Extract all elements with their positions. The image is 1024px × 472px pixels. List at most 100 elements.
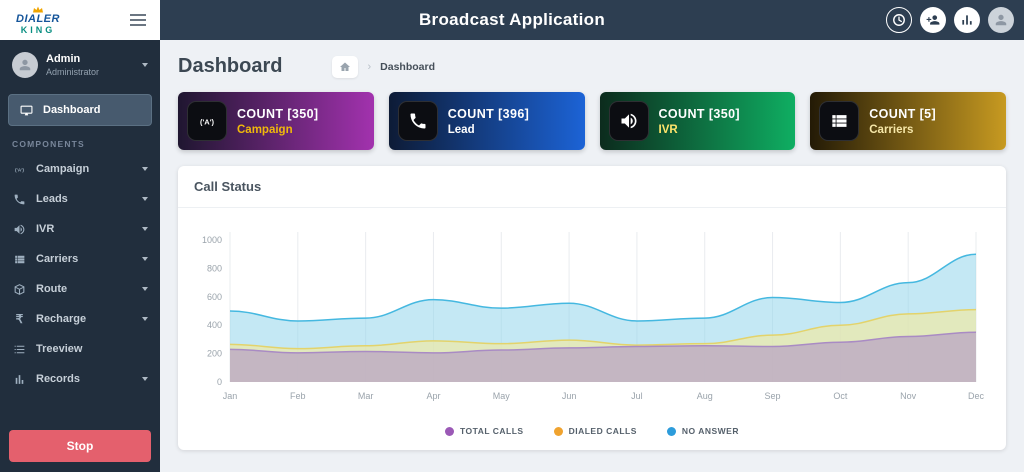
logo[interactable]: DIALER KING bbox=[16, 6, 60, 35]
sidebar-item-ivr[interactable]: IVR bbox=[0, 214, 160, 244]
svg-text:600: 600 bbox=[207, 292, 222, 302]
speaker-icon bbox=[608, 101, 649, 141]
user-role: Administrator bbox=[46, 67, 100, 77]
svg-text:Aug: Aug bbox=[697, 391, 713, 401]
person-icon bbox=[995, 14, 1007, 26]
svg-text:400: 400 bbox=[207, 320, 222, 330]
svg-text:Mar: Mar bbox=[358, 391, 374, 401]
legend-dot-icon bbox=[553, 426, 563, 436]
sidebar-item-label: Carriers bbox=[36, 253, 79, 265]
legend-item-total-calls[interactable]: TOTAL CALLS bbox=[444, 426, 524, 436]
app-title: Broadcast Application bbox=[418, 10, 606, 29]
reports-button[interactable] bbox=[954, 7, 980, 33]
sidebar-item-carriers[interactable]: Carriers bbox=[0, 244, 160, 274]
svg-text:1000: 1000 bbox=[202, 235, 222, 245]
user-menu[interactable]: Admin Administrator bbox=[0, 40, 160, 88]
chart-legend: TOTAL CALLS DIALED CALLS NO ANSWER bbox=[178, 416, 1006, 450]
svg-text:('A'): ('A') bbox=[15, 167, 24, 173]
svg-text:Jul: Jul bbox=[631, 391, 643, 401]
hamburger-icon bbox=[130, 14, 146, 26]
sidebar-item-label: Route bbox=[36, 283, 68, 295]
legend-item-dialed-calls[interactable]: DIALED CALLS bbox=[553, 426, 637, 436]
stat-count: COUNT [350] bbox=[658, 106, 740, 121]
breadcrumb-separator: › bbox=[367, 60, 372, 73]
chevron-down-icon bbox=[142, 197, 148, 201]
phone-icon bbox=[12, 192, 27, 206]
chevron-down-icon bbox=[142, 257, 148, 261]
stat-label: Lead bbox=[447, 123, 475, 136]
logo-line1: DIALER bbox=[16, 12, 60, 25]
breadcrumb: › Dashboard bbox=[332, 55, 435, 78]
svg-text:Oct: Oct bbox=[833, 391, 848, 401]
sidebar-item-label: Records bbox=[36, 373, 81, 385]
stat-count: COUNT [396] bbox=[447, 106, 530, 121]
user-avatar bbox=[12, 52, 38, 78]
stat-card-lead[interactable]: COUNT [396] Lead bbox=[388, 92, 585, 150]
chevron-down-icon bbox=[142, 167, 148, 171]
stat-cards-row: ('A') COUNT [350] Campaign COUNT [396] L… bbox=[178, 92, 1006, 150]
sidebar-item-treeview[interactable]: Treeview bbox=[0, 334, 160, 364]
sidebar-item-route[interactable]: Route bbox=[0, 274, 160, 304]
sidebar-item-label: Treeview bbox=[36, 343, 83, 355]
sidebar-item-leads[interactable]: Leads bbox=[0, 184, 160, 214]
stat-card-ivr[interactable]: COUNT [350] IVR bbox=[599, 92, 796, 150]
crown-icon bbox=[32, 6, 43, 12]
monitor-icon bbox=[19, 103, 34, 117]
stat-count: COUNT [5] bbox=[869, 106, 937, 121]
add-user-button[interactable] bbox=[920, 7, 946, 33]
header-actions bbox=[886, 7, 1014, 33]
records-icon bbox=[12, 372, 27, 386]
sidebar-item-dashboard[interactable]: Dashboard bbox=[8, 94, 152, 126]
sidebar-item-recharge[interactable]: ₹ Recharge bbox=[0, 304, 160, 334]
stop-button[interactable]: Stop bbox=[9, 430, 151, 462]
home-icon bbox=[340, 62, 351, 71]
main-content: Dashboard › Dashboard ('A') COUNT [350] … bbox=[160, 40, 1024, 472]
clock-button[interactable] bbox=[886, 7, 912, 33]
header-logo-area: DIALER KING bbox=[0, 0, 160, 40]
list-icon bbox=[12, 252, 27, 266]
svg-text:800: 800 bbox=[207, 263, 222, 273]
call-status-chart: 0 200 400 600 800 1000 Jan Feb Mar Apr May Jun Jul Au… bbox=[178, 208, 1006, 416]
phone-icon bbox=[397, 101, 438, 141]
stat-card-carriers[interactable]: COUNT [5] Carriers bbox=[810, 92, 1006, 150]
broadcast-icon: ('A') bbox=[187, 101, 227, 141]
svg-text:('A'): ('A') bbox=[200, 117, 214, 126]
sidebar-item-campaign[interactable]: ('A') Campaign bbox=[0, 154, 160, 184]
chevron-down-icon bbox=[142, 227, 148, 231]
sidebar-item-records[interactable]: Records bbox=[0, 364, 160, 394]
sidebar-toggle-button[interactable] bbox=[128, 13, 148, 27]
svg-text:Dec: Dec bbox=[968, 391, 985, 401]
legend-label: NO ANSWER bbox=[681, 426, 739, 436]
box-icon bbox=[12, 282, 27, 296]
person-icon bbox=[19, 59, 31, 71]
svg-text:Sep: Sep bbox=[765, 391, 781, 401]
sidebar: Admin Administrator Dashboard COMPONENTS… bbox=[0, 40, 160, 472]
treeview-icon bbox=[12, 342, 27, 356]
chevron-down-icon bbox=[142, 377, 148, 381]
stat-label: IVR bbox=[658, 123, 678, 136]
page-title: Dashboard bbox=[178, 55, 283, 77]
legend-item-no-answer[interactable]: NO ANSWER bbox=[666, 426, 739, 436]
svg-text:Jun: Jun bbox=[562, 391, 577, 401]
svg-text:0: 0 bbox=[217, 377, 222, 387]
stat-label: Carriers bbox=[869, 123, 914, 136]
chevron-down-icon bbox=[142, 63, 148, 67]
sidebar-item-label: Dashboard bbox=[43, 104, 101, 116]
title-row: Dashboard › Dashboard bbox=[178, 55, 1006, 78]
profile-avatar[interactable] bbox=[988, 7, 1014, 33]
sidebar-item-label: IVR bbox=[36, 223, 55, 235]
stat-card-campaign[interactable]: ('A') COUNT [350] Campaign bbox=[178, 92, 374, 150]
legend-label: DIALED CALLS bbox=[568, 426, 637, 436]
area-chart: 0 200 400 600 800 1000 Jan Feb Mar Apr May Jun Jul Au… bbox=[202, 232, 985, 401]
logo-line2: KING bbox=[20, 24, 56, 35]
legend-label: TOTAL CALLS bbox=[459, 426, 524, 436]
chevron-down-icon bbox=[142, 317, 148, 321]
sidebar-item-label: Leads bbox=[36, 193, 68, 205]
svg-text:May: May bbox=[493, 391, 511, 401]
speaker-icon bbox=[12, 222, 27, 236]
breadcrumb-home-link[interactable] bbox=[332, 55, 359, 78]
clock-icon bbox=[893, 14, 905, 26]
list-icon bbox=[819, 101, 860, 141]
panel-title: Call Status bbox=[178, 166, 1006, 208]
rupee-icon: ₹ bbox=[15, 312, 24, 326]
